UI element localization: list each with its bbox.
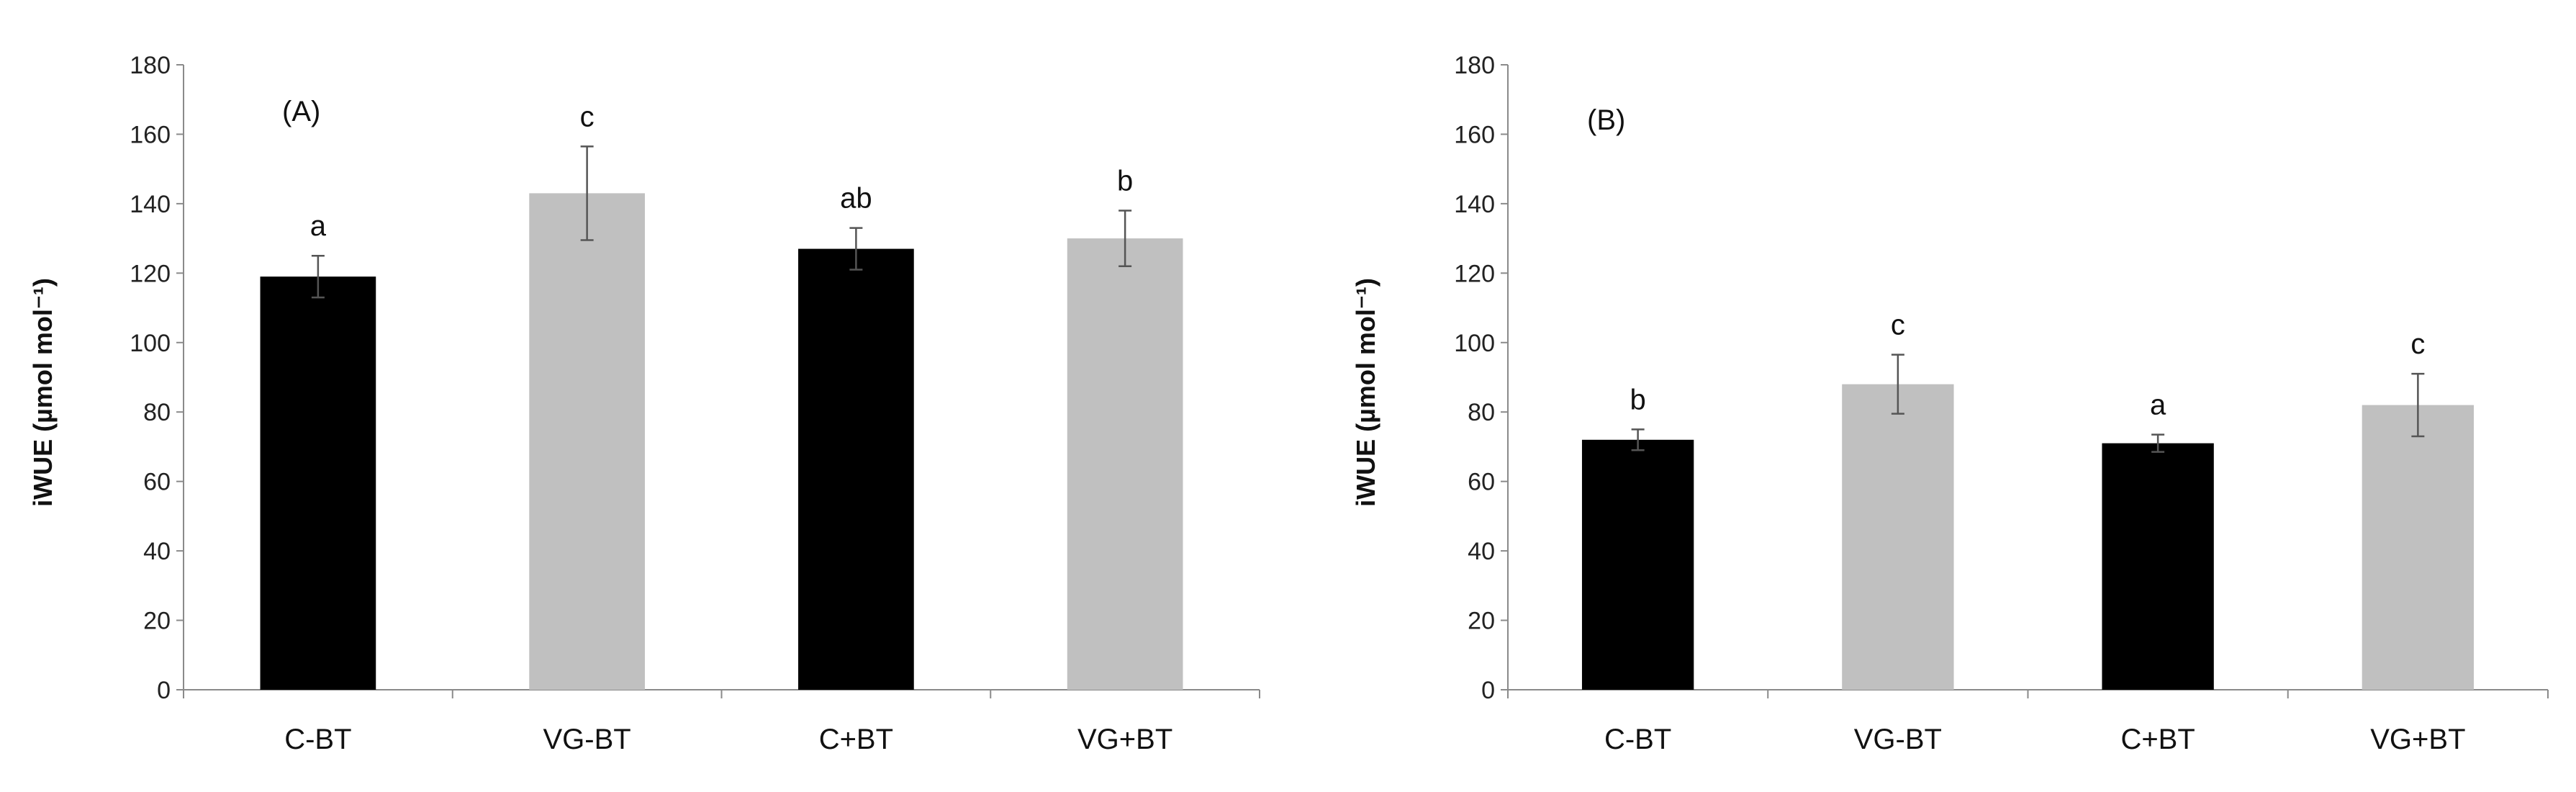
y-tick-label: 160 [1454,121,1495,148]
y-tick-label: 0 [1481,677,1495,704]
y-tick-label: 40 [143,538,171,565]
y-tick-label: 180 [1454,52,1495,79]
y-tick-label: 140 [1454,191,1495,218]
y-tick-label: 120 [1454,260,1495,287]
bar-c-bt [260,276,376,690]
y-tick-label: 180 [130,52,171,79]
y-axis-label: iWUE (µmol mol⁻¹) [1351,278,1380,507]
y-tick-label: 40 [1468,538,1495,565]
y-tick-label: 60 [143,469,171,496]
y-tick-label: 20 [1468,608,1495,635]
x-tick-label: C+BT [2120,724,2195,755]
x-tick-label: VG+BT [2370,724,2465,755]
y-tick-label: 140 [130,191,171,218]
x-tick-label: C+BT [819,724,893,755]
y-tick-label: 160 [130,121,171,148]
x-tick-label: VG-BT [543,724,631,755]
y-tick-label: 80 [1468,399,1495,426]
y-tick-label: 80 [143,399,171,426]
bar-vgplusbt [1067,238,1183,690]
y-tick-label: 120 [130,260,171,287]
bar-vg-bt [529,193,645,690]
panel-label: (B) [1587,104,1625,136]
bar-vgplusbt [2362,405,2475,690]
bar-vg-bt [1842,384,1954,690]
chart-panel-a: iWUE (µmol mol⁻¹) (A) 0 20 40 60 80 100 120 140… [28,52,1260,755]
y-tick-label: 100 [130,330,171,357]
significance-label: c [1891,310,1905,341]
y-tick-label: 0 [157,677,171,704]
significance-label: b [1630,384,1646,415]
x-tick-label: VG-BT [1854,724,1942,755]
x-tick-label: C-BT [284,724,351,755]
bar-cplusbt [2102,443,2214,690]
significance-label: b [1117,166,1133,197]
y-tick-label: 20 [143,608,171,635]
y-tick-label: 60 [1468,469,1495,496]
significance-label: a [2150,390,2166,421]
y-axis-label: iWUE (µmol mol⁻¹) [28,278,58,507]
significance-label: c [580,101,595,132]
bar-cplusbt [798,248,914,690]
significance-label: ab [840,183,872,215]
panel-label: (A) [282,96,320,127]
bar-c-bt [1581,439,1694,690]
significance-label: c [2410,328,2425,360]
x-tick-label: VG+BT [1077,724,1172,755]
x-tick-label: C-BT [1604,724,1671,755]
significance-label: a [310,210,327,242]
y-tick-label: 100 [1454,330,1495,357]
chart-panel-b: iWUE (µmol mol⁻¹) (B) 0 20 40 60 80 100 120 140… [1351,52,2549,755]
